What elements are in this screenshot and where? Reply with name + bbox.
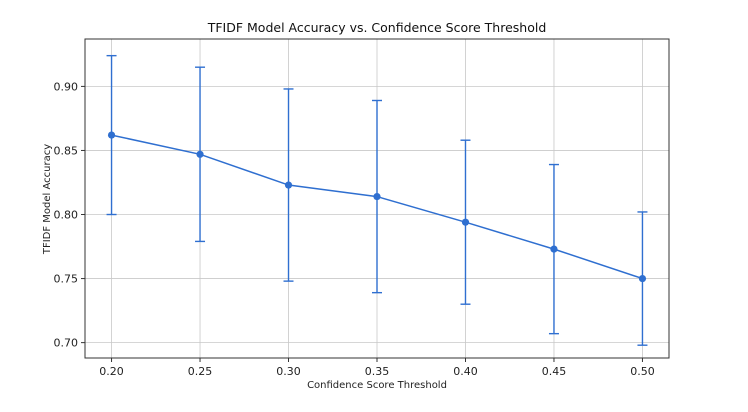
- y-tick-label: 0.75: [54, 273, 79, 286]
- x-tick-label: 0.40: [453, 365, 478, 378]
- y-axis-ticks: 0.70 0.75 0.80 0.85 0.90: [54, 80, 85, 350]
- y-tick-label: 0.70: [54, 337, 79, 350]
- x-tick-label: 0.25: [188, 365, 213, 378]
- x-tick-label: 0.30: [276, 365, 301, 378]
- data-point: [550, 245, 558, 253]
- data-point: [107, 131, 116, 139]
- y-axis-label: TFIDF Model Accuracy: [42, 144, 53, 255]
- data-point: [638, 274, 647, 283]
- y-tick-label: 0.80: [54, 209, 79, 222]
- x-tick-label: 0.35: [365, 365, 390, 378]
- y-tick-label: 0.85: [54, 144, 79, 157]
- x-tick-label: 0.20: [99, 365, 124, 378]
- data-point: [196, 150, 204, 158]
- data-point: [461, 218, 470, 226]
- y-tick-label: 0.90: [54, 80, 79, 93]
- x-axis-label: Confidence Score Threshold: [307, 380, 447, 391]
- x-tick-label: 0.50: [630, 365, 655, 378]
- data-point: [284, 181, 293, 189]
- x-axis-ticks: 0.20 0.25 0.30 0.35 0.40 0.45 0.50: [99, 358, 655, 378]
- series-group: [107, 131, 647, 283]
- chart-title: TFIDF Model Accuracy vs. Confidence Scor…: [207, 20, 547, 35]
- data-point: [373, 192, 381, 201]
- x-tick-label: 0.45: [542, 365, 567, 378]
